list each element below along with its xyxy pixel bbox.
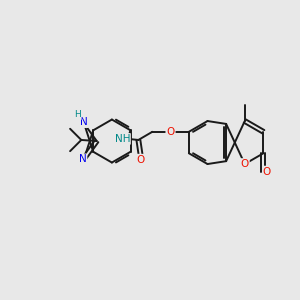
Text: H: H (74, 110, 81, 119)
Text: N: N (79, 154, 86, 164)
Text: N: N (80, 117, 88, 127)
Text: O: O (241, 159, 249, 169)
Text: O: O (167, 127, 175, 137)
Text: O: O (263, 167, 271, 177)
Text: NH: NH (115, 134, 130, 144)
Text: O: O (136, 155, 145, 165)
